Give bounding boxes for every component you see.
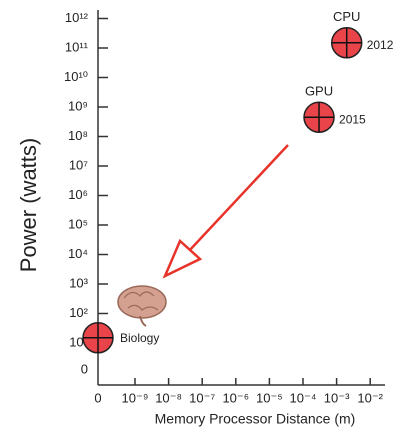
y-tick-label: 10² <box>69 305 88 320</box>
y-tick-label: 10¹² <box>65 10 89 25</box>
chart: Power (watts) Memory Processor Distance … <box>0 0 414 430</box>
x-tick-label: 0 <box>94 390 101 405</box>
y-axis-label: Power (watts) <box>16 138 41 272</box>
x-tick-label: 10⁻² <box>357 390 383 405</box>
brain-icon <box>118 286 166 326</box>
x-tick-label: 10⁻⁹ <box>122 390 149 405</box>
point-label: Biology <box>120 331 159 345</box>
point-label: CPU <box>333 9 360 24</box>
y-tick-label: 10⁸ <box>68 128 88 143</box>
x-tick-label: 10⁻⁶ <box>222 390 249 405</box>
x-tick-label: 10⁻³ <box>324 390 350 405</box>
y-tick-label: 10⁷ <box>69 157 88 172</box>
y-tick-label: 10³ <box>69 275 88 290</box>
point-year: 2012 <box>367 38 394 52</box>
y-tick-label: 0 <box>81 361 88 376</box>
y-tick-label: 10⁹ <box>68 98 88 113</box>
point-label: GPU <box>305 84 333 99</box>
y-tick-label: 10¹¹ <box>65 39 89 54</box>
point-year: 2015 <box>339 112 366 126</box>
y-tick-label: 10⁵ <box>68 216 88 231</box>
y-tick-label: 10¹⁰ <box>64 69 88 84</box>
x-axis-label: Memory Processor Distance (m) <box>155 411 356 427</box>
trend-arrow <box>165 145 288 276</box>
y-tick-label: 10⁶ <box>68 187 88 202</box>
x-tick-label: 10⁻⁵ <box>256 390 283 405</box>
x-tick-label: 10⁻⁷ <box>189 390 215 405</box>
x-tick-label: 10⁻⁴ <box>290 390 317 405</box>
x-tick-label: 10⁻⁸ <box>155 390 182 405</box>
y-tick-label: 10⁴ <box>68 246 88 261</box>
